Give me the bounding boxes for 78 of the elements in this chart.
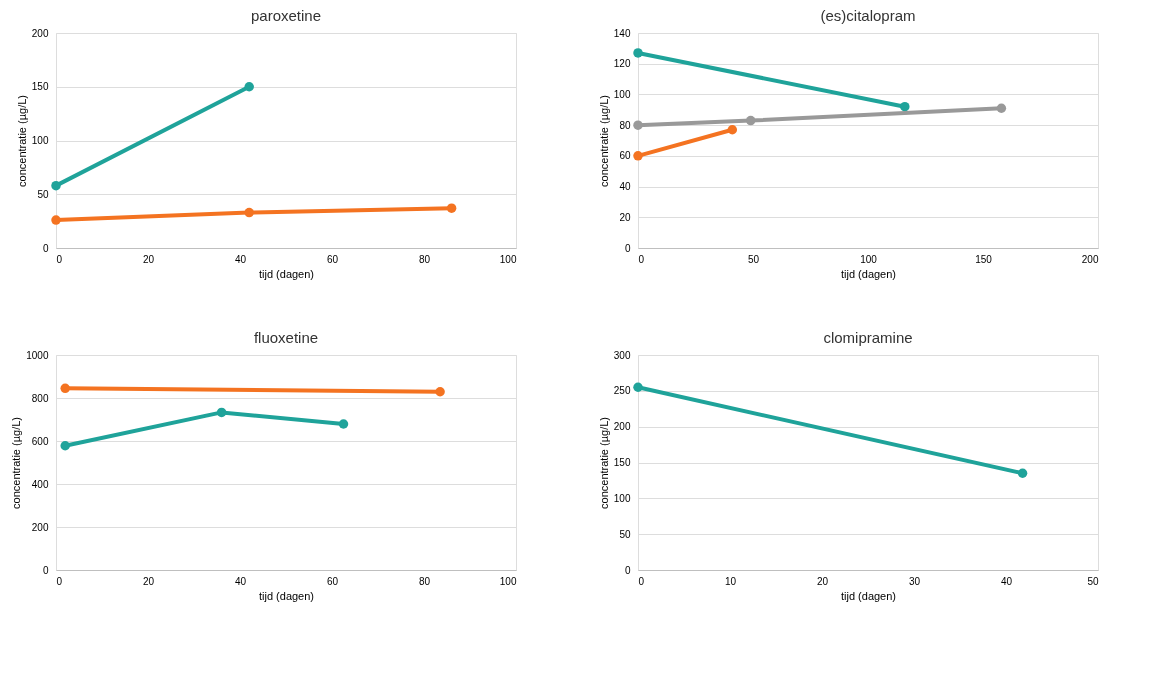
y-tick-label: 200 <box>31 521 49 533</box>
point <box>51 180 61 191</box>
x-tick-label: 10 <box>724 575 737 587</box>
y-tick-label: 200 <box>31 27 49 39</box>
y-tick-label: 140 <box>613 27 631 39</box>
y-axis-title: concentratie (µg/L) <box>597 95 610 187</box>
x-tick-label: 60 <box>326 253 339 265</box>
y-tick-label: 150 <box>31 81 49 93</box>
x-tick-label: 100 <box>860 253 878 265</box>
y-axis-title: concentratie (µg/L) <box>10 417 23 509</box>
point <box>244 82 254 92</box>
x-tick-label: 150 <box>975 253 993 265</box>
y-axis-title: concentratie (µg/L) <box>597 417 610 509</box>
x-tick-label: 80 <box>418 575 431 587</box>
y-tick-label: 0 <box>624 564 631 576</box>
x-tick-label: 100 <box>499 253 517 265</box>
point <box>633 151 643 161</box>
y-tick-label: 600 <box>31 435 49 447</box>
y-tick-label: 40 <box>619 181 631 193</box>
point <box>727 125 738 135</box>
x-tick-label: 80 <box>418 253 431 265</box>
point <box>446 203 457 213</box>
y-tick-label: 400 <box>31 478 49 490</box>
point <box>633 48 643 58</box>
x-axis-title: tijd (dagen) <box>258 267 315 280</box>
x-tick-label: 40 <box>234 253 247 265</box>
x-tick-label: 40 <box>1000 575 1013 587</box>
point <box>996 103 1007 113</box>
point <box>633 120 643 130</box>
x-tick-label: 40 <box>234 575 247 587</box>
y-tick-label: 20 <box>619 211 631 223</box>
chart-title: paroxetine <box>250 7 322 24</box>
y-tick-label: 300 <box>613 349 631 361</box>
chart-title: fluoxetine <box>253 329 319 346</box>
y-tick-label: 150 <box>613 457 631 468</box>
y-tick-label: 0 <box>42 242 49 254</box>
x-tick-label: 0 <box>56 253 63 265</box>
point <box>435 387 445 397</box>
point <box>60 441 70 451</box>
y-tick-label: 120 <box>613 58 631 70</box>
y-tick-label: 0 <box>624 242 631 254</box>
y-tick-label: 50 <box>37 188 49 200</box>
x-tick-label: 0 <box>56 575 63 587</box>
x-tick-label: 0 <box>638 575 645 587</box>
x-tick-label: 20 <box>142 253 155 265</box>
y-tick-label: 60 <box>619 150 631 162</box>
y-tick-label: 250 <box>613 385 631 397</box>
y-tick-label: 100 <box>613 88 631 100</box>
x-tick-label: 20 <box>816 575 829 587</box>
point <box>60 383 70 394</box>
x-axis-title: tijd (dagen) <box>840 267 897 280</box>
point <box>244 207 254 218</box>
x-axis-title: tijd (dagen) <box>258 589 315 602</box>
y-tick-label: 0 <box>42 564 49 576</box>
chart-title: (es)citalopram <box>820 7 916 24</box>
x-tick-label: 50 <box>747 253 760 265</box>
point <box>745 115 756 126</box>
x-tick-label: 50 <box>1087 575 1099 587</box>
point <box>216 407 227 418</box>
x-axis-title: tijd (dagen) <box>840 589 897 602</box>
y-tick-label: 800 <box>31 392 49 404</box>
y-tick-label: 50 <box>619 528 631 540</box>
y-tick-label: 100 <box>31 135 49 146</box>
y-axis-title: concentratie (µg/L) <box>15 95 28 187</box>
x-tick-label: 30 <box>908 575 921 587</box>
x-tick-label: 100 <box>499 575 517 587</box>
y-tick-label: 200 <box>613 421 631 433</box>
x-tick-label: 200 <box>1081 253 1099 265</box>
x-tick-label: 20 <box>142 575 155 587</box>
y-tick-label: 80 <box>619 119 631 131</box>
point <box>338 419 349 429</box>
x-tick-label: 0 <box>638 253 645 265</box>
y-tick-label: 1000 <box>26 349 49 361</box>
point <box>51 215 61 225</box>
y-tick-label: 100 <box>613 492 631 504</box>
chart-title: clomipramine <box>823 329 913 346</box>
x-tick-label: 60 <box>326 575 339 587</box>
point <box>900 101 910 112</box>
